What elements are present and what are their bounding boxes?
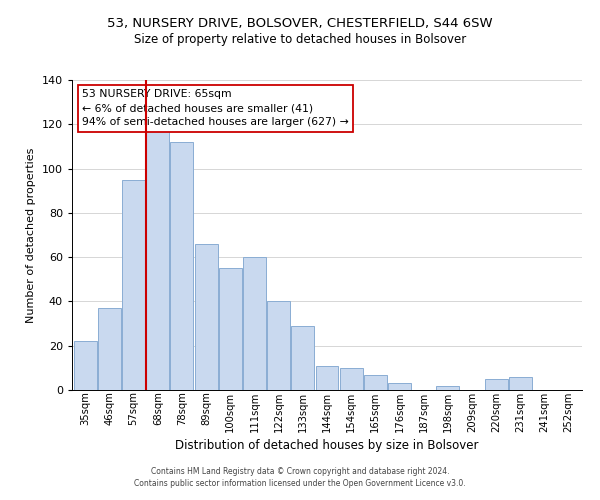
Bar bbox=[436, 386, 460, 390]
Bar bbox=[74, 342, 97, 390]
Bar bbox=[170, 142, 193, 390]
Bar bbox=[243, 257, 266, 390]
Bar bbox=[267, 302, 290, 390]
Bar bbox=[122, 180, 145, 390]
Bar bbox=[316, 366, 338, 390]
Text: Size of property relative to detached houses in Bolsover: Size of property relative to detached ho… bbox=[134, 32, 466, 46]
Text: 53, NURSERY DRIVE, BOLSOVER, CHESTERFIELD, S44 6SW: 53, NURSERY DRIVE, BOLSOVER, CHESTERFIEL… bbox=[107, 18, 493, 30]
Bar bbox=[340, 368, 362, 390]
Bar bbox=[509, 376, 532, 390]
Bar bbox=[364, 374, 387, 390]
Bar bbox=[146, 128, 169, 390]
Text: 53 NURSERY DRIVE: 65sqm
← 6% of detached houses are smaller (41)
94% of semi-det: 53 NURSERY DRIVE: 65sqm ← 6% of detached… bbox=[82, 90, 349, 128]
Bar bbox=[194, 244, 218, 390]
X-axis label: Distribution of detached houses by size in Bolsover: Distribution of detached houses by size … bbox=[175, 438, 479, 452]
Bar bbox=[98, 308, 121, 390]
Bar bbox=[388, 384, 411, 390]
Y-axis label: Number of detached properties: Number of detached properties bbox=[26, 148, 36, 322]
Bar bbox=[219, 268, 242, 390]
Text: Contains HM Land Registry data © Crown copyright and database right 2024.
Contai: Contains HM Land Registry data © Crown c… bbox=[134, 466, 466, 487]
Bar bbox=[485, 379, 508, 390]
Bar bbox=[292, 326, 314, 390]
